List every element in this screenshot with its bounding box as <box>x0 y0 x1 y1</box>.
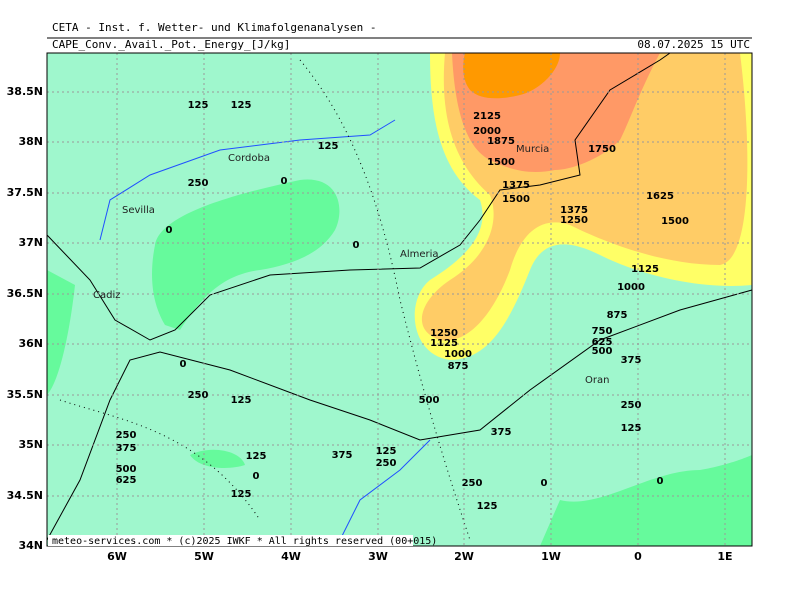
contour-label: 1000 <box>617 282 645 293</box>
contour-label: 1000 <box>444 349 472 360</box>
map <box>46 52 753 546</box>
contour-label: 1625 <box>646 191 674 202</box>
contour-label: 1375 <box>502 180 530 191</box>
city-label: Oran <box>585 375 609 386</box>
contour-label: 250 <box>462 478 483 489</box>
contour-label: 375 <box>491 427 512 438</box>
contour-label: 125 <box>376 446 397 457</box>
contour-label: 1500 <box>487 157 515 168</box>
river <box>339 439 431 541</box>
cape-zone <box>47 270 75 395</box>
contour-label: 1250 <box>560 215 588 226</box>
lat-label: 35.5N <box>7 388 43 401</box>
contour-label: 500 <box>116 464 137 475</box>
labels: 6W 5W 4W 3W 2W 1W 0 1E 38.5N 38N 37.5N 37N 36.5N 36N 3… <box>7 85 733 563</box>
contour-label: 0 <box>180 359 187 370</box>
river <box>99 119 396 241</box>
contour-label: 125 <box>231 489 252 500</box>
contour-label: 0 <box>166 225 173 236</box>
contour-label: 0 <box>657 476 664 487</box>
contour-label: 1500 <box>502 194 530 205</box>
contour-label: 250 <box>116 430 137 441</box>
contour-label: 375 <box>332 450 353 461</box>
contour-label: 0 <box>253 471 260 482</box>
contour-label: 500 <box>419 395 440 406</box>
coastline <box>46 52 671 341</box>
cape-zone <box>540 455 752 546</box>
lat-label: 38N <box>18 135 43 148</box>
lon-label: 1E <box>717 550 732 563</box>
institute: CETA - Inst. f. Wetter- und Klimafolgena… <box>52 21 377 34</box>
lon-label: 4W <box>281 550 301 563</box>
valid-time: 08.07.2025 15 UTC <box>637 38 750 51</box>
lat-label: 35N <box>18 438 43 451</box>
lon-label: 5W <box>194 550 214 563</box>
contour-label: 0 <box>541 478 548 489</box>
contour-label: 125 <box>477 501 498 512</box>
contour-label: 250 <box>376 458 397 469</box>
lat-label: 34N <box>18 539 43 552</box>
grid <box>47 53 752 546</box>
contour-label: 875 <box>448 361 469 372</box>
contour <box>59 399 261 521</box>
contour-label: 125 <box>246 451 267 462</box>
lon-label: 3W <box>368 550 388 563</box>
contour-label: 375 <box>621 355 642 366</box>
contour-label: 1125 <box>631 264 659 275</box>
contour-label: 2125 <box>473 111 501 122</box>
footer: meteo-services.com * (c)2025 IWKF * All … <box>52 536 437 547</box>
city-label: Cadiz <box>93 290 121 301</box>
lat-label: 34.5N <box>7 489 43 502</box>
contour-label: 125 <box>231 395 252 406</box>
contour-label: 375 <box>116 443 137 454</box>
lat-label: 38.5N <box>7 85 43 98</box>
lat-label: 36.5N <box>7 287 43 300</box>
contour-label: 250 <box>188 390 209 401</box>
contour-label: 1375 <box>560 205 588 216</box>
contour-label: 750 <box>592 326 613 337</box>
lon-label: 2W <box>454 550 474 563</box>
lat-label: 36N <box>18 337 43 350</box>
contour-label: 1500 <box>661 216 689 227</box>
contour-label: 1125 <box>430 338 458 349</box>
contour-label: 500 <box>592 346 613 357</box>
contour-label: 625 <box>592 337 613 348</box>
lon-label: 6W <box>107 550 127 563</box>
city-label: Murcia <box>516 144 549 155</box>
contour-label: 125 <box>188 100 209 111</box>
city-label: Cordoba <box>228 153 270 164</box>
cape-zone <box>152 179 340 330</box>
contour-label: 250 <box>188 178 209 189</box>
city-label: Almeria <box>400 249 439 260</box>
contour-label: 1750 <box>588 144 616 155</box>
lon-label: 0 <box>634 550 642 563</box>
cape-zone <box>463 53 560 99</box>
contour-label: 875 <box>607 310 628 321</box>
lat-label: 37.5N <box>7 186 43 199</box>
contour-label: 2000 <box>473 126 501 137</box>
lon-label: 1W <box>541 550 561 563</box>
contour-label: 125 <box>621 423 642 434</box>
lat-label: 37N <box>18 236 43 249</box>
field-title: CAPE_Conv._Avail._Pot._Energy_[J/kg] <box>52 38 290 51</box>
footer-box <box>48 535 413 546</box>
contour-label: 125 <box>231 100 252 111</box>
coastline <box>46 289 753 541</box>
contour-label: 250 <box>621 400 642 411</box>
contour-label: 1250 <box>430 328 458 339</box>
contour-label: 125 <box>318 141 339 152</box>
city-label: Sevilla <box>122 205 155 216</box>
contour-label: 0 <box>353 240 360 251</box>
contour-label: 1875 <box>487 136 515 147</box>
contour-label: 0 <box>281 176 288 187</box>
contour-label: 625 <box>116 475 137 486</box>
